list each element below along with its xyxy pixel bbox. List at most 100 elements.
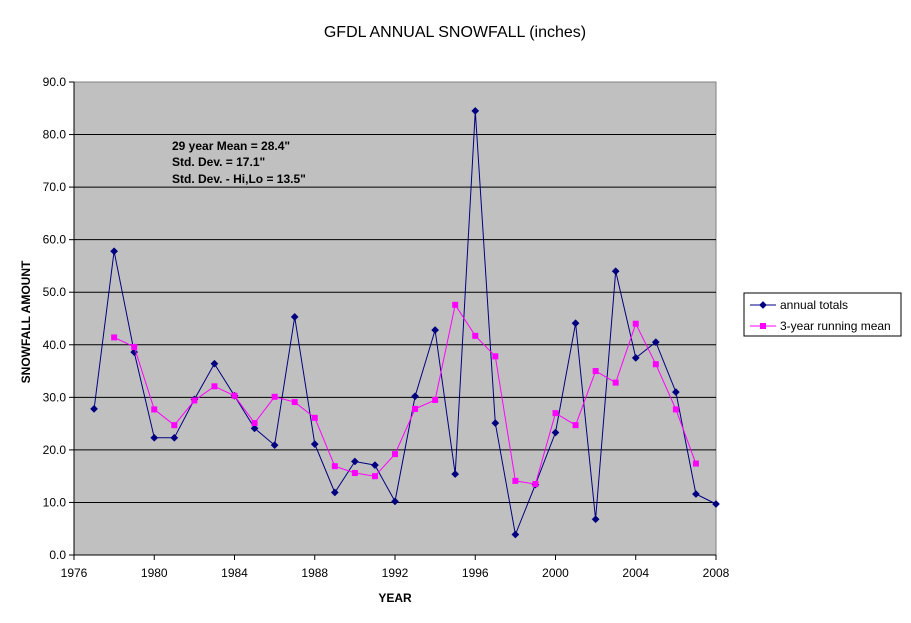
data-point-annual-totals	[330, 488, 339, 497]
data-point-annual-totals	[651, 338, 660, 347]
y-tick-label: 80.0	[43, 128, 67, 142]
data-point-annual-totals	[90, 404, 99, 413]
legend-entry-annual-totals: annual totals	[750, 298, 848, 312]
x-axis: 1976 1980 1984 1988 1992 1996 2000 2004 2008	[61, 554, 730, 580]
data-point-3-year-running-mean	[311, 414, 318, 421]
data-point-annual-totals	[110, 247, 119, 256]
data-point-annual-totals	[591, 515, 600, 524]
data-point-3-year-running-mean	[592, 368, 599, 375]
data-point-annual-totals	[270, 441, 279, 450]
data-point-annual-totals	[370, 461, 379, 470]
data-point-3-year-running-mean	[111, 334, 118, 341]
data-point-3-year-running-mean	[271, 393, 278, 400]
legend-marker-annual-totals	[759, 301, 767, 309]
annotation-std-dev-hi-lo: Std. Dev. - Hi,Lo = 13.5"	[172, 172, 306, 186]
y-tick-label: 0.0	[49, 548, 66, 562]
y-axis-title: SNOWFALL AMOUNT	[19, 260, 33, 383]
legend-box	[743, 292, 902, 337]
y-axis: 0.0 10.0 20.0 30.0 40.0 50.0 60.0 70.0 80.0 90.0	[43, 75, 75, 562]
x-tick-label: 2004	[622, 566, 649, 580]
data-point-3-year-running-mean	[351, 470, 358, 477]
y-tick-label: 50.0	[43, 285, 67, 299]
data-point-3-year-running-mean	[131, 343, 138, 350]
data-point-3-year-running-mean	[211, 383, 218, 390]
y-tick-label: 70.0	[43, 180, 67, 194]
data-point-3-year-running-mean	[251, 420, 258, 427]
data-point-3-year-running-mean	[692, 460, 699, 467]
annotation-std-dev: Std. Dev. = 17.1"	[172, 155, 265, 169]
data-point-3-year-running-mean	[672, 406, 679, 413]
chart-title: GFDL ANNUAL SNOWFALL (inches)	[324, 24, 586, 41]
x-tick-label: 2008	[703, 566, 730, 580]
data-point-3-year-running-mean	[652, 361, 659, 368]
x-axis-title: YEAR	[378, 591, 412, 605]
data-point-annual-totals	[391, 497, 399, 506]
gridlines	[74, 134, 716, 503]
series-3-year-running-mean	[111, 301, 699, 488]
data-point-annual-totals	[310, 440, 319, 449]
x-tick-label: 1996	[462, 566, 489, 580]
data-point-annual-totals	[511, 530, 520, 539]
y-tick-label: 20.0	[43, 443, 67, 457]
data-point-3-year-running-mean	[331, 463, 338, 470]
y-tick-label: 10.0	[43, 495, 67, 509]
data-point-annual-totals	[451, 470, 460, 479]
legend-entry-3-year-running-mean: 3-year running mean	[750, 319, 891, 333]
data-point-annual-totals	[411, 392, 420, 401]
data-point-annual-totals	[250, 424, 259, 433]
data-point-3-year-running-mean	[231, 392, 238, 399]
data-point-3-year-running-mean	[452, 301, 459, 308]
data-point-3-year-running-mean	[392, 451, 398, 458]
y-tick-label: 60.0	[43, 233, 67, 247]
legend-label-annual-totals: annual totals	[780, 298, 848, 312]
data-point-annual-totals	[471, 106, 480, 115]
x-tick-label: 1980	[141, 566, 168, 580]
data-point-annual-totals	[671, 388, 680, 397]
stats-annotation: 29 year Mean = 28.4" Std. Dev. = 17.1" S…	[172, 139, 306, 186]
data-point-annual-totals	[691, 490, 700, 498]
data-point-3-year-running-mean	[612, 379, 619, 386]
annotation-mean: 29 year Mean = 28.4"	[172, 139, 290, 153]
data-point-3-year-running-mean	[151, 406, 158, 413]
data-point-annual-totals	[150, 433, 159, 442]
data-point-annual-totals	[712, 500, 720, 508]
x-tick-label: 1992	[382, 566, 409, 580]
data-point-3-year-running-mean	[432, 396, 439, 403]
x-tick-label: 1984	[221, 566, 248, 580]
data-point-annual-totals	[551, 428, 560, 437]
legend: annual totals 3-year running mean	[743, 292, 902, 337]
data-point-3-year-running-mean	[552, 410, 559, 417]
legend-label-3-year-running-mean: 3-year running mean	[780, 319, 891, 333]
y-tick-label: 40.0	[43, 338, 67, 352]
x-tick-label: 2000	[542, 566, 569, 580]
data-point-annual-totals	[431, 326, 440, 335]
data-point-annual-totals	[571, 319, 580, 328]
x-tick-label: 1976	[61, 566, 88, 580]
data-point-3-year-running-mean	[632, 320, 639, 327]
data-point-3-year-running-mean	[412, 405, 419, 412]
data-point-annual-totals	[170, 433, 179, 442]
data-point-3-year-running-mean	[171, 422, 178, 429]
plot-area	[73, 81, 717, 556]
data-point-3-year-running-mean	[532, 481, 539, 488]
data-point-3-year-running-mean	[191, 397, 198, 404]
data-point-3-year-running-mean	[291, 399, 298, 406]
data-point-annual-totals	[611, 267, 620, 276]
data-point-annual-totals	[350, 457, 359, 466]
series-layer	[90, 106, 720, 539]
data-point-annual-totals	[290, 312, 299, 321]
data-point-annual-totals	[210, 359, 219, 368]
data-point-annual-totals	[631, 353, 640, 362]
legend-marker-3-year-running-mean	[760, 323, 766, 329]
y-tick-label: 30.0	[43, 390, 67, 404]
y-tick-label: 90.0	[43, 75, 67, 89]
series-line-annual-totals	[93, 110, 717, 537]
data-point-3-year-running-mean	[512, 477, 519, 484]
data-point-3-year-running-mean	[572, 422, 579, 429]
data-point-3-year-running-mean	[371, 473, 378, 480]
series-line-3-year-running-mean	[113, 303, 697, 485]
data-point-3-year-running-mean	[472, 332, 479, 339]
data-point-3-year-running-mean	[492, 353, 499, 360]
